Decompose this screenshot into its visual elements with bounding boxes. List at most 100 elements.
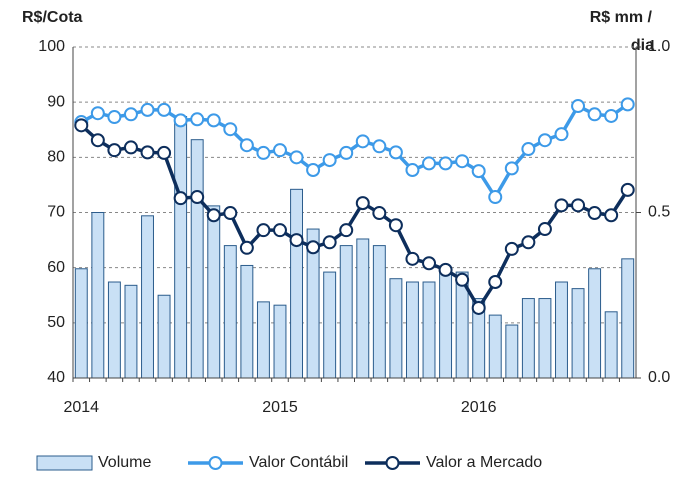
line [80,102,629,201]
bar [521,298,535,379]
marker [256,223,271,238]
marker [455,154,470,169]
y-tick-label: 40 [47,369,65,386]
marker [90,106,105,121]
bar [339,245,353,379]
bar [290,188,304,379]
bar [488,314,502,379]
marker [504,241,519,256]
marker [604,108,619,123]
bar [157,294,171,379]
marker [123,107,138,122]
marker [571,99,586,114]
marker [620,97,635,112]
marker [620,182,635,197]
marker [157,102,172,117]
marker [388,218,403,233]
marker [355,196,370,211]
marker [157,145,172,160]
bar [273,304,287,379]
marker [322,153,337,168]
bar [107,281,121,379]
marker [504,161,519,176]
marker [190,190,205,205]
marker [604,208,619,223]
marker [422,256,437,271]
marker [571,198,586,213]
marker [289,233,304,248]
marker [521,235,536,250]
y2-axis-label: R$ mm / [590,9,653,26]
bar [256,301,270,379]
y-tick-label: 80 [47,149,65,166]
marker [405,251,420,266]
bar [323,271,337,379]
bar [91,212,105,379]
marker [140,102,155,117]
bar [190,139,204,379]
bar [588,268,602,379]
marker [140,145,155,160]
y-tick-label: 60 [47,259,65,276]
bar [141,215,154,379]
y-axis-label: R$/Cota [22,9,83,26]
marker [239,240,254,255]
y-tick-label: 50 [47,314,65,331]
bar [422,281,436,379]
marker [455,272,470,287]
marker [74,118,89,133]
legend-label: Valor Contábil [249,454,348,471]
marker [206,113,221,128]
bar [604,311,618,379]
bar [74,268,88,379]
marker [405,163,420,178]
y-tick-label: 100 [38,38,65,55]
marker [438,156,453,171]
bar [439,268,453,379]
bar [538,298,552,379]
marker [223,122,238,137]
y-tick-label: 90 [47,93,65,110]
bar [405,281,419,379]
marker [322,235,337,250]
bar [240,264,254,379]
x-tick-label: 2016 [461,399,497,416]
marker [339,145,354,160]
marker [388,145,403,160]
legend-swatch [208,456,223,470]
marker [537,222,552,237]
bar [389,278,403,379]
marker [107,110,122,125]
y-tick-label: 70 [47,204,65,221]
legend-label: Valor a Mercado [426,454,542,471]
marker [123,140,138,155]
marker [438,262,453,277]
marker [554,198,569,213]
marker [272,143,287,158]
x-tick-label: 2014 [63,399,99,416]
marker [206,208,221,223]
marker [256,145,271,160]
marker [537,133,552,148]
y2-tick-label: 0.0 [648,369,670,386]
marker [239,138,254,153]
marker [289,150,304,165]
marker [355,134,370,149]
marker [471,164,486,179]
marker [422,156,437,171]
legend-swatch [36,455,93,471]
marker [339,223,354,238]
legend-swatch [385,456,400,470]
y2-axis-label: dia [631,37,654,54]
y2-tick-label: 1.0 [648,38,670,55]
marker [223,206,238,221]
marker [587,107,602,122]
marker [488,190,503,205]
bar [356,238,370,379]
y2-tick-label: 0.5 [648,204,670,221]
bar [174,116,188,379]
marker [554,127,569,142]
marker [272,223,287,238]
bar [571,288,585,379]
bar [207,205,221,379]
